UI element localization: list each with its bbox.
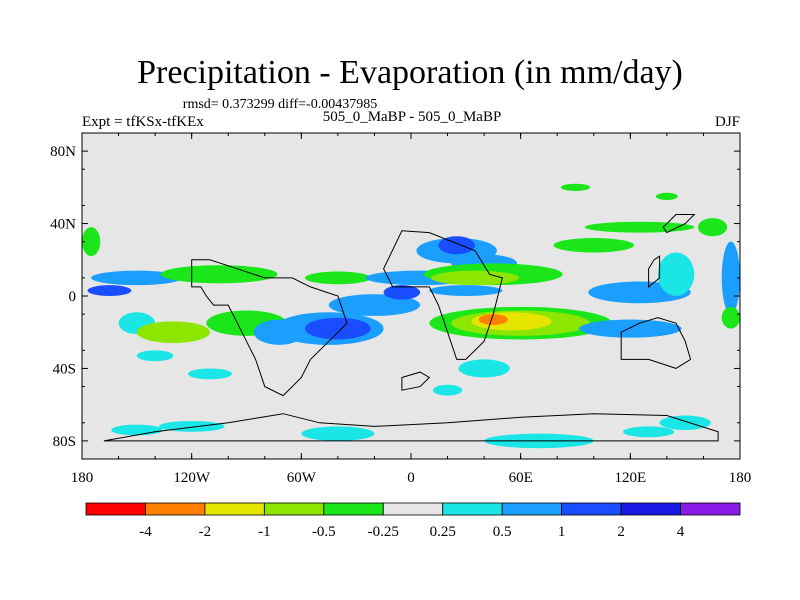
field-region-1	[87, 285, 132, 297]
coastline-6	[648, 255, 661, 288]
colorbar-label: -4	[139, 524, 152, 540]
field-region-22	[478, 314, 508, 325]
colorbar-swatch-9	[620, 502, 681, 516]
colorbar-label: 2	[617, 524, 625, 540]
field-region-40	[623, 426, 675, 438]
x-tick-label: 60E	[509, 470, 533, 486]
colorbar-label: 0.5	[493, 524, 512, 540]
land-outlines	[103, 214, 719, 442]
contour-fields	[82, 183, 740, 449]
field-region-11	[383, 285, 421, 300]
left-label: Expt = tfKSx-tfKEx	[82, 114, 204, 130]
field-region-3	[82, 227, 101, 257]
x-tick-label: 180	[71, 470, 94, 486]
field-region-5	[136, 321, 210, 344]
colorbar-label: -1	[258, 524, 271, 540]
chart-title: Precipitation - Evaporation (in mm/day)	[137, 54, 683, 91]
field-region-27	[657, 252, 695, 296]
field-region-33	[136, 350, 174, 362]
colorbar-label: 0.25	[430, 524, 456, 540]
field-region-30	[697, 218, 728, 237]
field-region-29	[721, 306, 740, 329]
field-region-24	[553, 238, 634, 253]
field-region-42	[560, 183, 591, 191]
colorbar-swatch-4	[323, 502, 384, 516]
right-label: DJF	[715, 114, 740, 130]
colorbar-label: -2	[199, 524, 212, 540]
y-tick-label: 80N	[50, 144, 76, 160]
field-region-43	[655, 192, 678, 201]
colorbar-label: -0.25	[368, 524, 399, 540]
colorbar-swatch-2	[204, 502, 265, 516]
y-tick-label: 0	[69, 289, 77, 305]
colorbar-swatch-1	[145, 502, 206, 516]
colorbar-swatch-6	[442, 502, 503, 516]
field-region-12	[304, 271, 371, 285]
coastline-1	[383, 230, 504, 360]
coastline-2	[103, 413, 719, 442]
field-region-38	[432, 384, 463, 396]
field-region-36	[301, 426, 375, 441]
x-tick-label: 60W	[287, 470, 317, 486]
coastline-0	[191, 259, 348, 397]
y-axis: 80N 40N 0 40S 80S	[50, 132, 740, 460]
colorbar-swatch-3	[263, 502, 325, 516]
x-axis: 180 120W 60W 0 60E 120E 180	[71, 133, 752, 486]
colorbar-swatch-7	[501, 502, 563, 516]
x-tick-label: 0	[407, 470, 415, 486]
x-tick-label: 180	[729, 470, 752, 486]
x-tick-label: 120W	[173, 470, 211, 486]
colorbar-swatch-0	[85, 502, 146, 516]
x-tick-label: 120E	[614, 470, 646, 486]
colorbar-label: -0.5	[312, 524, 336, 540]
y-tick-label: 40N	[50, 217, 76, 233]
colorbar-label: 4	[677, 524, 685, 540]
field-region-9	[304, 317, 371, 340]
coastline-3	[620, 317, 692, 369]
chart-stats: rmsd= 0.373299 diff=-0.00437985	[183, 97, 377, 112]
field-region-18	[431, 270, 519, 286]
coastline-4	[401, 371, 431, 391]
field-region-39	[111, 424, 163, 436]
field-region-15	[438, 236, 475, 255]
field-region-32	[188, 368, 232, 380]
field-region-23	[579, 319, 682, 338]
field-region-25	[429, 285, 503, 297]
coastline-5	[662, 214, 696, 234]
field-region-41	[584, 221, 695, 233]
field-region-37	[659, 415, 711, 431]
colorbar: -4 -2 -1 -0.5 -0.25 0.25 0.5 1 2 4	[85, 502, 741, 540]
y-tick-label: 40S	[53, 361, 76, 377]
field-region-10	[328, 294, 421, 316]
colorbar-swatch-10	[680, 502, 741, 516]
field-region-4	[160, 265, 278, 284]
center-label: 505_0_MaBP - 505_0_MaBP	[323, 109, 502, 125]
field-region-31	[458, 359, 510, 378]
field-region-0	[91, 270, 183, 286]
colorbar-swatch-8	[561, 502, 622, 516]
colorbar-label: 1	[558, 524, 566, 540]
colorbar-swatch-5	[382, 502, 444, 516]
y-tick-label: 80S	[53, 434, 76, 450]
